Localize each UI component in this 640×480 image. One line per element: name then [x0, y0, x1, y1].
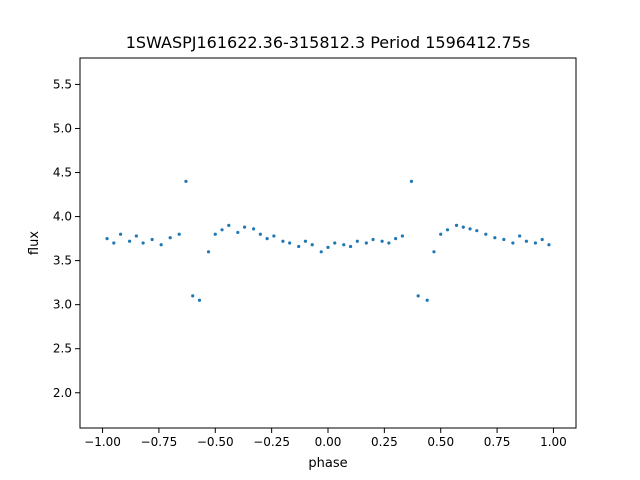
x-tick-label: −0.25	[253, 435, 290, 449]
x-tick-label: 0.75	[484, 435, 511, 449]
data-point	[454, 223, 459, 227]
data-point	[265, 237, 269, 241]
data-point	[118, 232, 123, 236]
data-point	[242, 225, 247, 229]
y-tick-label: 2.5	[53, 342, 72, 356]
y-tick-label: 5.0	[53, 121, 72, 135]
data-point	[281, 239, 285, 243]
y-tick-label: 3.0	[53, 298, 72, 312]
data-point	[159, 243, 163, 247]
y-tick-label: 3.5	[53, 254, 72, 268]
data-point	[105, 237, 109, 241]
data-point	[540, 237, 544, 242]
data-point	[342, 243, 346, 247]
x-tick-label: −1.00	[84, 435, 121, 449]
data-point	[533, 241, 538, 245]
data-point	[439, 232, 443, 236]
data-point	[141, 241, 145, 245]
data-point	[112, 241, 116, 245]
data-point	[547, 243, 551, 247]
data-point	[493, 236, 497, 240]
chart-title: 1SWASPJ161622.36-315812.3 Period 1596412…	[126, 33, 531, 52]
data-point	[364, 241, 368, 245]
y-tick-label: 4.0	[53, 210, 72, 224]
x-tick-label: −0.50	[197, 435, 234, 449]
data-point	[128, 239, 132, 243]
data-points-layer	[105, 179, 551, 302]
x-axis-ticks: −1.00 −0.75 −0.50 −0.25 0.00 0.25 0.50 0.75 1.00	[84, 428, 567, 449]
data-point	[409, 179, 414, 183]
data-point	[252, 227, 256, 231]
data-point	[502, 237, 506, 242]
y-tick-label: 4.5	[53, 166, 72, 180]
data-point	[191, 294, 195, 298]
data-point	[461, 225, 465, 229]
data-point	[236, 230, 240, 235]
data-point	[475, 229, 479, 233]
data-point	[177, 232, 181, 236]
data-point	[416, 294, 420, 298]
data-point	[387, 241, 391, 245]
data-point	[227, 223, 231, 227]
data-point	[425, 298, 429, 302]
data-point	[355, 239, 359, 243]
y-tick-label: 2.0	[53, 386, 72, 400]
data-point	[511, 241, 515, 245]
data-point	[400, 234, 404, 238]
data-point	[394, 237, 398, 241]
data-point	[220, 228, 224, 232]
data-point	[524, 239, 529, 243]
data-point	[272, 234, 276, 238]
data-point	[432, 250, 436, 254]
data-point	[168, 236, 172, 240]
data-point	[380, 239, 384, 243]
data-point	[319, 250, 323, 254]
data-point	[206, 250, 211, 254]
data-point	[197, 298, 202, 302]
data-point	[297, 244, 301, 249]
y-tick-label: 5.5	[53, 77, 72, 91]
data-point	[258, 232, 262, 236]
x-tick-label: 1.00	[540, 435, 567, 449]
y-axis-ticks: 2.0 2.5 3.0 3.5 4.0 4.5 5.0 5.5	[53, 77, 80, 400]
data-point	[326, 245, 330, 249]
data-point	[288, 241, 292, 245]
x-tick-label: 0.25	[371, 435, 398, 449]
data-point	[348, 244, 353, 249]
x-tick-label: 0.50	[427, 435, 454, 449]
data-point	[184, 179, 188, 183]
data-point	[371, 237, 375, 242]
x-axis-label: phase	[308, 456, 347, 471]
data-point	[445, 228, 450, 232]
data-point	[333, 241, 337, 245]
data-point	[468, 227, 472, 231]
data-point	[134, 234, 138, 238]
x-tick-label: 0.00	[315, 435, 342, 449]
data-point	[310, 243, 314, 247]
data-point	[213, 232, 217, 236]
data-point	[518, 234, 522, 238]
data-point	[484, 232, 488, 236]
data-point	[303, 239, 308, 243]
y-axis-label: flux	[27, 231, 42, 255]
data-point	[150, 237, 154, 242]
x-tick-label: −0.75	[141, 435, 178, 449]
